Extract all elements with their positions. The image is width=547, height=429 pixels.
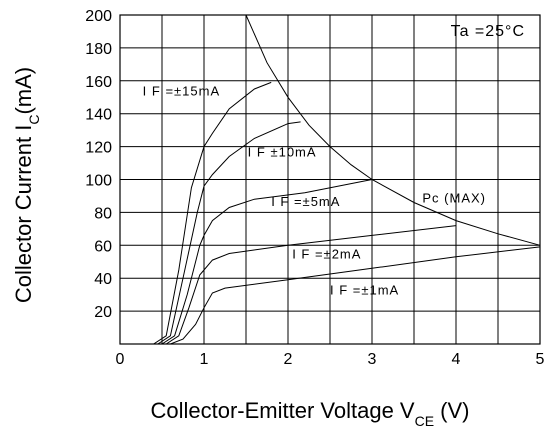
series-line-if5 [120, 179, 373, 345]
series-label-if1: I F =±1mA [330, 283, 399, 298]
y-tick-label: 200 [85, 8, 112, 25]
y-tick-label: 60 [94, 238, 112, 255]
x-tick-label: 2 [284, 351, 293, 368]
x-tick-label: 4 [452, 351, 461, 368]
y-tick-label: 140 [85, 107, 112, 124]
series-label-pcmax: Pc (MAX) [422, 191, 486, 206]
x-tick-label: 0 [116, 351, 125, 368]
y-axis-label: Collector Current IC(mA) [11, 67, 42, 303]
plot-frame [119, 14, 541, 345]
series-label-if10: I F ±10mA [248, 144, 317, 159]
series-label-if15: I F =±15mA [143, 84, 220, 99]
temperature-annotation: Ta =25°C [451, 23, 525, 40]
x-tick-label: 3 [368, 351, 377, 368]
y-tick-label: 80 [94, 205, 112, 222]
series-line-pcmax [245, 14, 541, 246]
series-label-if5: I F =±5mA [271, 194, 340, 209]
x-tick-label: 1 [200, 351, 209, 368]
series-line-if1 [120, 246, 541, 345]
series-group [120, 14, 541, 345]
tick-labels: 0 1 2 3 4 5 20 40 60 80 100 120 140 160 180 200 [85, 8, 544, 368]
x-axis-label: Collector-Emitter Voltage VCE (V) [150, 398, 469, 429]
series-line-if15 [120, 81, 272, 345]
x-tick-label: 5 [536, 351, 545, 368]
y-tick-label: 160 [85, 74, 112, 91]
y-tick-label: 20 [94, 304, 112, 321]
series-line-if10 [120, 121, 301, 345]
y-tick-label: 120 [85, 140, 112, 157]
annotations: I F =±15mA I F ±10mA I F =±5mA I F =±2mA I F… [143, 23, 525, 298]
y-tick-label: 100 [85, 173, 112, 190]
series-label-if2: I F =±2mA [292, 246, 361, 261]
series-line-if2 [120, 225, 457, 345]
y-tick-label: 180 [85, 41, 112, 58]
y-tick-label: 40 [94, 271, 112, 288]
